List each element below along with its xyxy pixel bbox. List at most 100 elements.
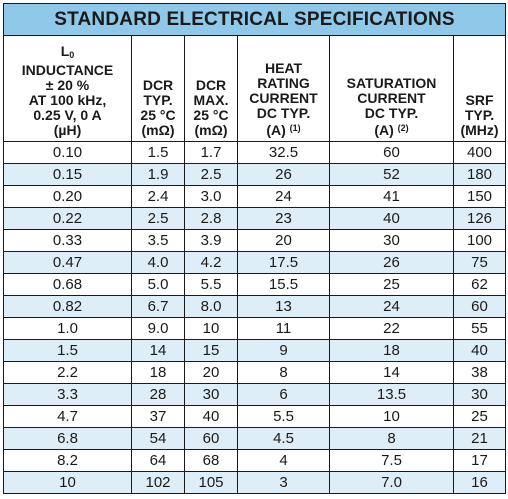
dcr-max-cell: 4.2: [184, 251, 238, 274]
heat-current-cell: 4: [237, 449, 330, 472]
dcr-max-cell: 40: [184, 405, 238, 428]
table-row: 10 102 105 3 7.0 16: [3, 471, 506, 494]
inductance-cell: 0.10: [3, 141, 132, 164]
srf-cell: 16: [453, 471, 506, 494]
dcr-max-cell: 10: [184, 317, 238, 340]
srf-cell: 150: [453, 185, 506, 208]
saturation-current-cell: 26: [329, 251, 454, 274]
header-inductance-line: AT 100 kHz,: [28, 92, 107, 108]
srf-cell: 126: [453, 207, 506, 230]
table-row: 0.33 3.5 3.9 20 30 100: [3, 229, 506, 252]
table-row: 8.2 64 68 4 7.5 17: [3, 449, 506, 472]
heat-current-cell: 8: [237, 361, 330, 384]
header-dcr-max: DCR MAX. 25 °C (mΩ): [184, 35, 238, 142]
dcr-typ-cell: 6.7: [131, 295, 185, 318]
saturation-current-cell: 40: [329, 207, 454, 230]
heat-current-cell: 9: [237, 339, 330, 362]
saturation-current-cell: 10: [329, 405, 454, 428]
dcr-max-cell: 3.9: [184, 229, 238, 252]
inductance-cell: 8.2: [3, 449, 132, 472]
dcr-typ-cell: 2.4: [131, 185, 185, 208]
dcr-typ-cell: 54: [131, 427, 185, 450]
saturation-current-cell: 25: [329, 273, 454, 296]
table-row: 0.47 4.0 4.2 17.5 26 75: [3, 251, 506, 274]
header-inductance-line: (µH): [53, 122, 82, 138]
srf-cell: 100: [453, 229, 506, 252]
heat-current-cell: 3: [237, 471, 330, 494]
header-heat-rating-current: HEAT RATING CURRENT DC TYP. (A) (1): [237, 35, 330, 142]
srf-cell: 21: [453, 427, 506, 450]
dcr-typ-cell: 1.9: [131, 163, 185, 186]
spec-table-container: STANDARD ELECTRICAL SPECIFICATIONS L0 IN…: [3, 3, 506, 496]
srf-cell: 17: [453, 449, 506, 472]
saturation-current-cell: 41: [329, 185, 454, 208]
dcr-typ-cell: 2.5: [131, 207, 185, 230]
table-row: 0.82 6.7 8.0 13 24 60: [3, 295, 506, 318]
inductance-cell: 0.15: [3, 163, 132, 186]
heat-current-cell: 17.5: [237, 251, 330, 274]
table-row: 0.20 2.4 3.0 24 41 150: [3, 185, 506, 208]
srf-cell: 40: [453, 339, 506, 362]
inductance-cell: 0.22: [3, 207, 132, 230]
heat-current-cell: 23: [237, 207, 330, 230]
dcr-typ-cell: 4.0: [131, 251, 185, 274]
heat-current-cell: 20: [237, 229, 330, 252]
dcr-typ-cell: 102: [131, 471, 185, 494]
inductance-cell: 0.47: [3, 251, 132, 274]
srf-cell: 60: [453, 295, 506, 318]
inductance-cell: 4.7: [3, 405, 132, 428]
dcr-max-cell: 20: [184, 361, 238, 384]
saturation-current-cell: 18: [329, 339, 454, 362]
electrical-spec-table: STANDARD ELECTRICAL SPECIFICATIONS L0 IN…: [3, 3, 506, 494]
heat-current-cell: 6: [237, 383, 330, 406]
dcr-typ-cell: 1.5: [131, 141, 185, 164]
dcr-typ-cell: 18: [131, 361, 185, 384]
dcr-max-cell: 30: [184, 383, 238, 406]
table-row: 0.22 2.5 2.8 23 40 126: [3, 207, 506, 230]
dcr-typ-cell: 28: [131, 383, 185, 406]
dcr-max-cell: 68: [184, 449, 238, 472]
srf-cell: 75: [453, 251, 506, 274]
saturation-current-cell: 8: [329, 427, 454, 450]
table-row: 1.5 14 15 9 18 40: [3, 339, 506, 362]
header-inductance-symbol: L0: [60, 43, 75, 61]
saturation-current-cell: 60: [329, 141, 454, 164]
heat-current-cell: 11: [237, 317, 330, 340]
table-row: 3.3 28 30 6 13.5 30: [3, 383, 506, 406]
header-inductance: L0 INDUCTANCE ± 20 % AT 100 kHz, 0.25 V,…: [3, 35, 132, 142]
dcr-max-cell: 2.5: [184, 163, 238, 186]
heat-current-cell: 24: [237, 185, 330, 208]
heat-current-cell: 15.5: [237, 273, 330, 296]
srf-cell: 180: [453, 163, 506, 186]
dcr-max-cell: 8.0: [184, 295, 238, 318]
inductance-cell: 6.8: [3, 427, 132, 450]
table-body: 0.10 1.5 1.7 32.5 60 400 0.15 1.9 2.5 26 52 180 0.20…: [3, 141, 506, 494]
table-row: 2.2 18 20 8 14 38: [3, 361, 506, 384]
saturation-current-cell: 7.0: [329, 471, 454, 494]
table-row: 0.68 5.0 5.5 15.5 25 62: [3, 273, 506, 296]
table-row: 6.8 54 60 4.5 8 21: [3, 427, 506, 450]
inductance-cell: 3.3: [3, 383, 132, 406]
heat-current-cell: 13: [237, 295, 330, 318]
inductance-cell: 2.2: [3, 361, 132, 384]
dcr-max-cell: 3.0: [184, 185, 238, 208]
inductance-cell: 0.68: [3, 273, 132, 296]
saturation-current-cell: 7.5: [329, 449, 454, 472]
table-row: 4.7 37 40 5.5 10 25: [3, 405, 506, 428]
heat-current-cell: 5.5: [237, 405, 330, 428]
dcr-typ-cell: 37: [131, 405, 185, 428]
header-saturation-current: SATURATION CURRENT DC TYP. (A) (2): [329, 35, 454, 142]
header-dcr-typ: DCR TYP. 25 °C (mΩ): [131, 35, 185, 142]
inductance-cell: 1.5: [3, 339, 132, 362]
header-inductance-line: 0.25 V, 0 A: [33, 107, 102, 123]
heat-current-cell: 32.5: [237, 141, 330, 164]
header-inductance-line: ± 20 %: [45, 77, 90, 93]
dcr-typ-cell: 64: [131, 449, 185, 472]
inductance-cell: 1.0: [3, 317, 132, 340]
dcr-max-cell: 15: [184, 339, 238, 362]
table-row: 0.10 1.5 1.7 32.5 60 400: [3, 141, 506, 164]
srf-cell: 55: [453, 317, 506, 340]
inductance-cell: 0.20: [3, 185, 132, 208]
heat-current-cell: 26: [237, 163, 330, 186]
saturation-current-cell: 22: [329, 317, 454, 340]
